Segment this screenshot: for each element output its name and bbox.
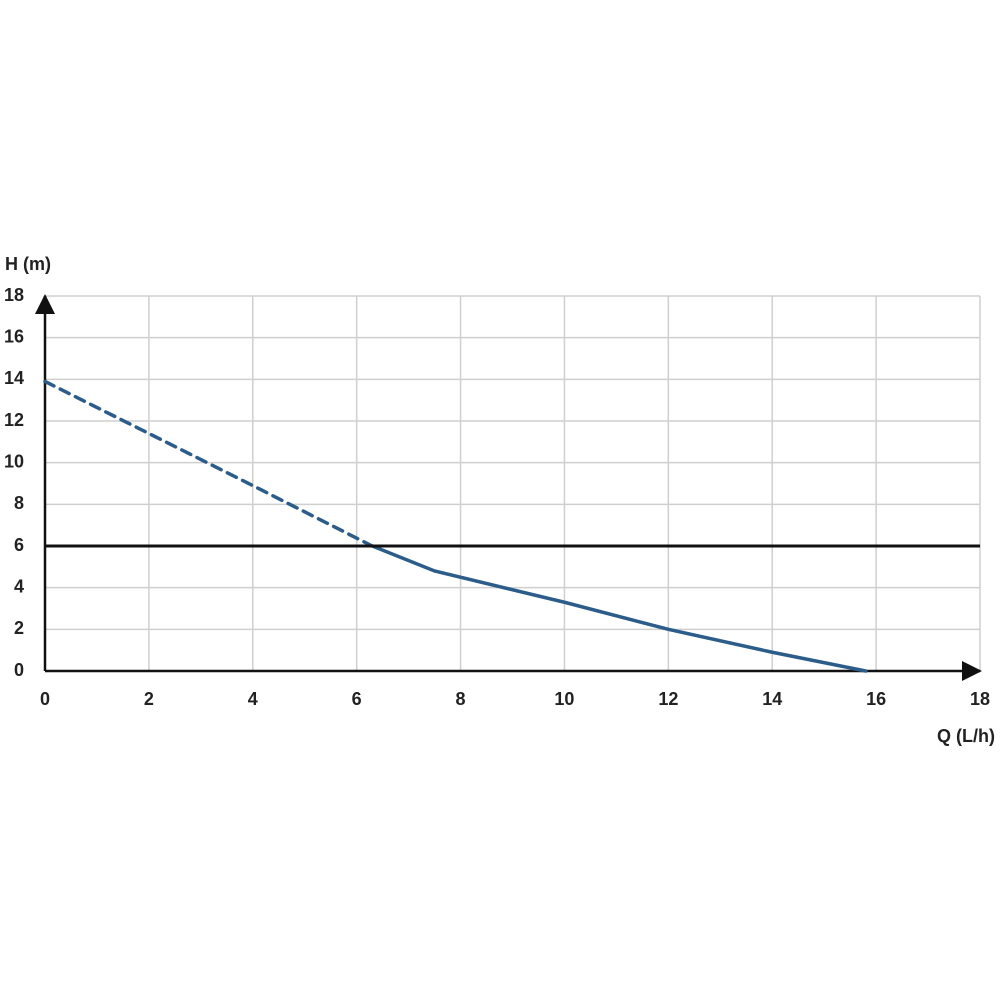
y-axis-label: H (m) xyxy=(5,254,51,274)
y-tick-label: 4 xyxy=(14,576,24,596)
y-tick-label: 18 xyxy=(4,285,24,305)
x-tick-label: 10 xyxy=(554,689,574,709)
y-tick-label: 2 xyxy=(14,618,24,638)
x-tick-label: 4 xyxy=(248,689,258,709)
y-tick-label: 16 xyxy=(4,326,24,346)
x-tick-label: 12 xyxy=(658,689,678,709)
y-tick-label: 12 xyxy=(4,410,24,430)
y-tick-label: 0 xyxy=(14,660,24,680)
x-axis-label: Q (L/h) xyxy=(937,726,995,746)
x-tick-label: 2 xyxy=(144,689,154,709)
x-tick-label: 0 xyxy=(40,689,50,709)
x-tick-label: 14 xyxy=(762,689,782,709)
x-tick-label: 18 xyxy=(970,689,990,709)
curve xyxy=(43,379,374,548)
curve xyxy=(370,544,868,673)
y-tick-label: 8 xyxy=(14,493,24,513)
x-tick-label: 6 xyxy=(352,689,362,709)
x-tick-label: 16 xyxy=(866,689,886,709)
x-tick-label: 8 xyxy=(456,689,466,709)
y-tick-label: 6 xyxy=(14,535,24,555)
y-tick-label: 10 xyxy=(4,451,24,471)
y-tick-label: 14 xyxy=(4,368,24,388)
